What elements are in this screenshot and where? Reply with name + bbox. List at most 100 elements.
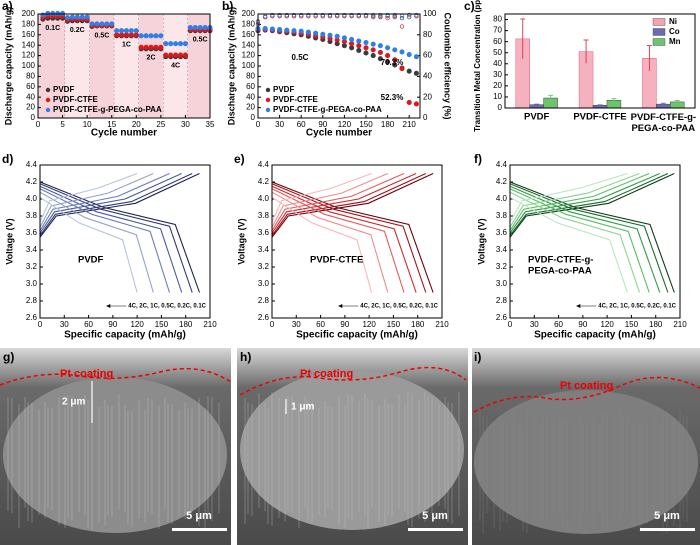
legend-label: PVDF-CTFE-g-PEGA-co-PAA [273,105,382,114]
y-tick-label: 100 [242,61,256,70]
legend-marker [265,87,271,93]
panel-label: e) [234,152,245,166]
x-tick-label: 30 [530,320,539,329]
data-point [138,44,144,50]
y-tick-label: 60 [26,82,35,91]
voltage-curve [39,172,154,293]
y-tick-label: 3.2 [496,262,508,271]
y-tick-label: 0 [251,113,256,122]
y-tick-label: 100 [22,61,36,70]
data-point [370,53,376,59]
curve-label: PEGA-co-PAA [528,266,592,277]
y-axis-label: Discharge capacity (mAh/g) [226,7,236,126]
voltage-curve [39,172,183,293]
data-point [84,14,90,20]
data-point [262,26,268,32]
panel-label: c) [464,0,475,13]
y-tick-label: 70 [493,26,502,35]
data-point [163,52,169,58]
data-point [306,12,311,18]
voltage-curve [271,172,389,293]
data-point [99,21,105,27]
voltage-curve [39,173,193,293]
voltage-curve [271,173,434,293]
y-tick-label: 4.2 [26,177,38,186]
data-point [371,12,376,18]
data-point [349,12,354,18]
y-tick-label: 50 [493,48,502,57]
data-point [399,66,405,72]
voltage-curve [509,172,675,293]
data-point [341,43,347,49]
annotation: 0.5C [292,53,309,62]
x-axis-label: Specific capacity (mAh/g) [534,330,656,341]
data-point [392,57,398,63]
y-tick-label: 180 [22,20,36,29]
data-point [128,28,134,34]
data-point [163,41,169,47]
error-bar [583,39,589,64]
data-point [377,49,383,56]
data-point [138,33,144,39]
data-point [349,45,355,51]
y-tick-label: 80 [246,72,255,81]
x-tick-label: 150 [155,320,169,329]
y-tick-label: 140 [242,40,256,49]
y-tick-label: 160 [22,30,36,39]
rate-arrow-head [576,304,581,308]
x-tick-label: 10 [83,120,92,129]
scale-bar [640,528,695,531]
y-tick-label: 3.2 [26,262,38,271]
y-tick-label: 3.4 [496,245,508,254]
data-point [104,21,110,27]
legend-swatch [652,18,666,26]
x-tick-label: 60 [316,320,325,329]
x-tick-label: 90 [108,320,117,329]
voltage-curve [509,172,628,293]
data-point [385,16,390,21]
data-point [50,10,56,17]
data-point [363,45,369,51]
x-tick-label: 30 [292,320,301,329]
y2-tick-label: 60 [423,51,432,60]
x-tick-label: 120 [130,320,144,329]
data-point [399,24,405,29]
data-point [385,45,391,51]
data-point [342,12,347,18]
y-tick-label: 3.6 [26,228,38,237]
y-tick-label: 120 [22,51,36,60]
data-point [168,52,174,58]
x-tick-label: 120 [362,320,376,329]
data-point [94,21,100,27]
data-point [349,36,355,43]
y-tick-label: 3.8 [26,211,38,220]
sem-images: Pt coating Pt coating Pt coating 2 μm 1 … [0,348,700,545]
legend-marker [45,107,51,113]
data-point [370,47,376,53]
y-tick-label: 40 [26,92,35,101]
data-point [123,32,130,38]
texture [7,392,688,534]
x-tick-label: 210 [403,120,417,129]
data-point [406,52,412,58]
data-point [385,53,391,59]
x-tick-label: 180 [411,320,425,329]
annotation: 52.3% [381,93,404,102]
legend-swatch [652,38,666,46]
voltage-curve [271,172,427,293]
data-point [123,28,130,34]
rate-band [163,14,188,118]
coating-boundary [473,376,700,413]
data-point [114,28,120,34]
legend-label: PVDF-CTFE [273,95,319,104]
data-point [148,44,154,50]
voltage-curve [271,172,417,293]
scale-bar [408,528,463,531]
y-tick-label: 2.8 [496,296,508,305]
data-point [133,28,139,34]
data-point [363,50,369,56]
y-tick-label: 180 [242,20,256,29]
data-point [118,28,125,34]
y-tick-label: 3.6 [496,228,508,237]
y-tick-label: 200 [242,9,256,18]
